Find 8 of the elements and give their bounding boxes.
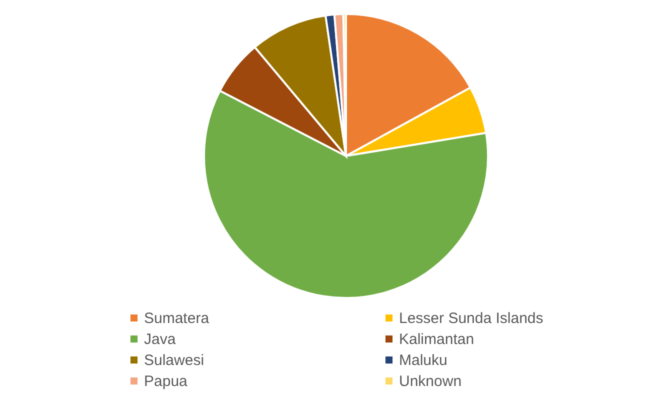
legend-label: Papua xyxy=(144,373,188,390)
legend-label: Sulawesi xyxy=(144,352,204,369)
legend-label: Unknown xyxy=(399,373,462,390)
legend-label: Java xyxy=(144,331,176,348)
legend-label: Sumatera xyxy=(144,310,210,327)
legend-label: Maluku xyxy=(399,352,448,369)
legend-label: Kalimantan xyxy=(399,331,474,348)
legend-label: Lesser Sunda Islands xyxy=(399,310,544,327)
